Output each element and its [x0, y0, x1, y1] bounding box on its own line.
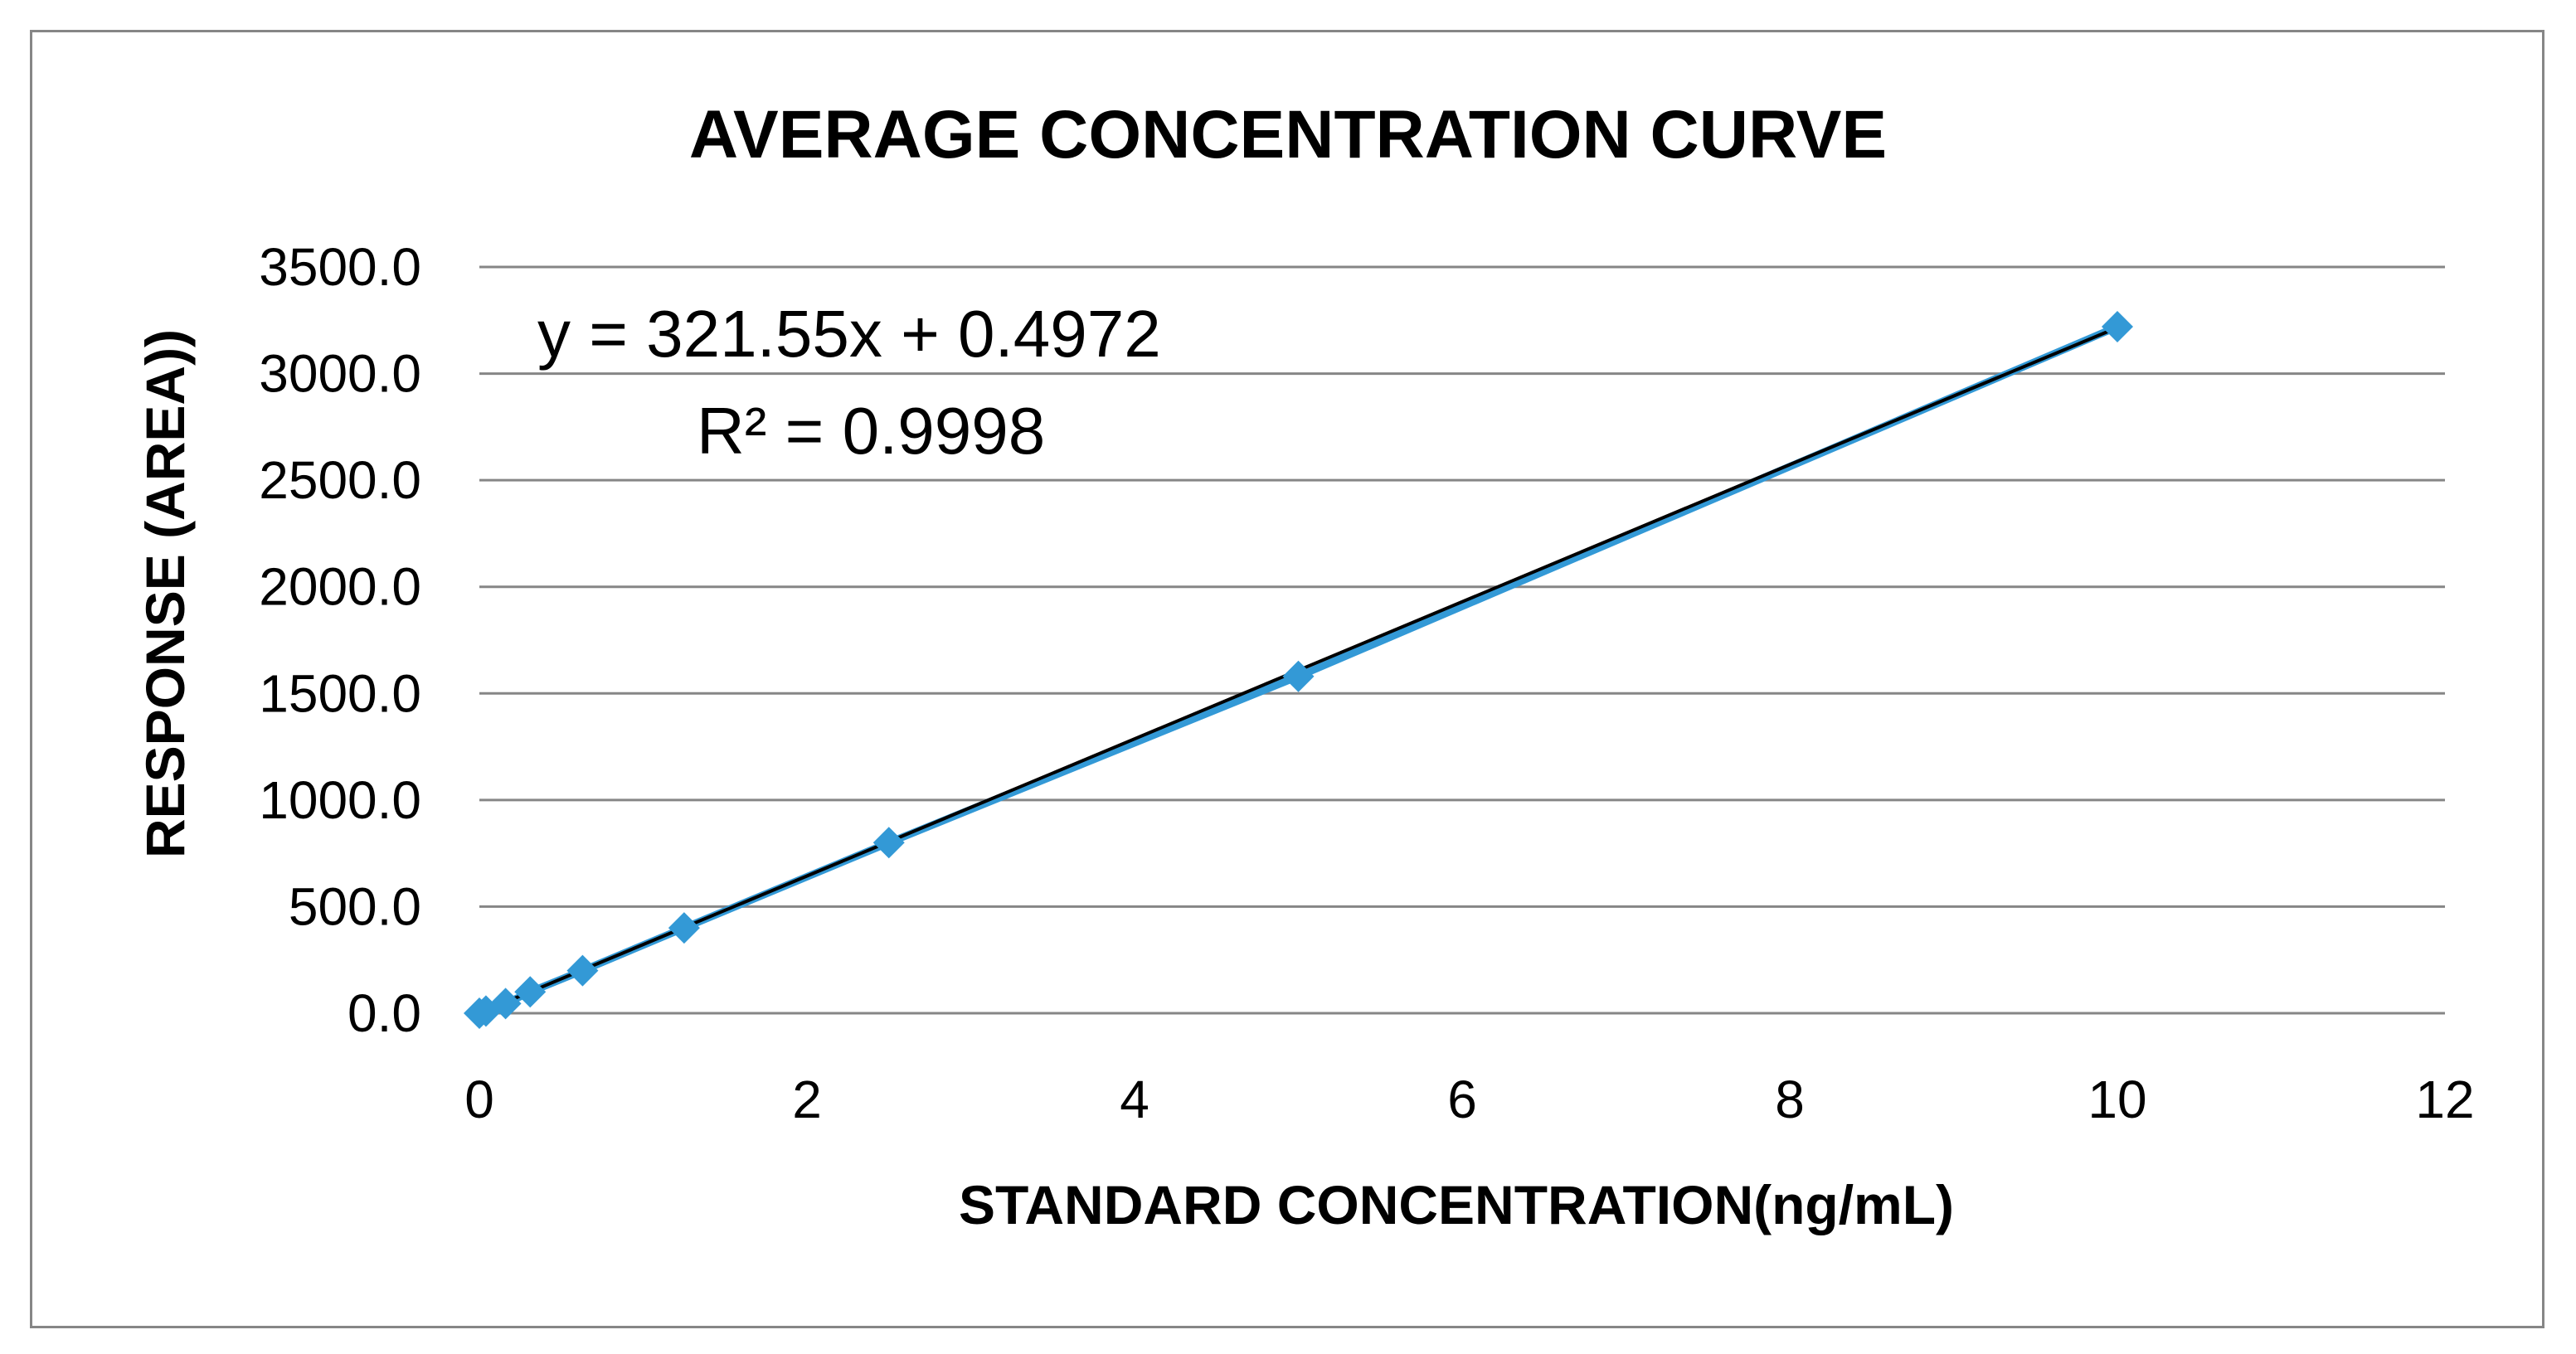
y-gridlines	[479, 265, 2445, 1015]
x-tick-label: 8	[1775, 1070, 1805, 1129]
data-point-marker	[514, 976, 547, 1008]
y-tick-label: 2500.0	[259, 450, 421, 510]
x-tick-label: 10	[2088, 1070, 2146, 1129]
x-tick-label: 0	[464, 1070, 494, 1129]
y-tick-label: 3500.0	[259, 237, 421, 297]
y-tick-labels: 0.0 500.0 1000.0 1500.0 2000.0 2500.0 3000.0 35…	[259, 237, 421, 1043]
data-point-markers	[464, 311, 2133, 1029]
data-point-marker	[566, 954, 599, 987]
x-tick-label: 2	[792, 1070, 822, 1129]
y-tick-label: 3000.0	[259, 344, 421, 404]
y-tick-label: 1000.0	[259, 770, 421, 830]
data-point-marker	[872, 827, 905, 859]
data-point-marker	[668, 912, 700, 944]
x-tick-label: 6	[1447, 1070, 1477, 1129]
y-tick-label: 1500.0	[259, 663, 421, 723]
x-tick-label: 4	[1120, 1070, 1149, 1129]
trendline-equation: y = 321.55x + 0.4972	[537, 297, 1161, 371]
x-tick-label: 12	[2415, 1070, 2474, 1129]
data-point-marker	[1282, 660, 1315, 692]
x-tick-labels: 0 2 4 6 8 10 12	[464, 1070, 2474, 1129]
data-point-marker	[2102, 311, 2133, 342]
y-tick-label: 2000.0	[259, 557, 421, 617]
chart-title: AVERAGE CONCENTRATION CURVE	[689, 97, 1887, 172]
y-tick-label: 500.0	[289, 876, 421, 936]
x-axis-title: STANDARD CONCENTRATION(ng/mL)	[959, 1174, 1954, 1235]
data-point-marker	[489, 988, 522, 1020]
r-squared-label: R² = 0.9998	[697, 394, 1045, 468]
y-axis-title: RESPONSE (AREA))	[134, 329, 196, 858]
y-tick-label: 0.0	[348, 983, 421, 1043]
